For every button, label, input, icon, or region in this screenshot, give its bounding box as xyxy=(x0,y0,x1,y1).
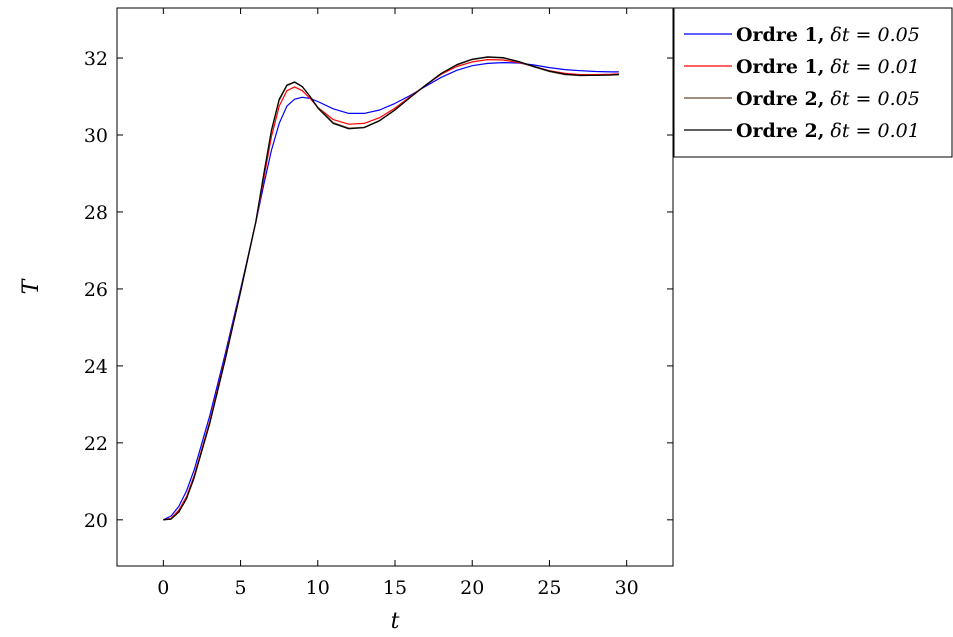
x-tick-label: 30 xyxy=(615,577,639,599)
x-axis-label: t xyxy=(391,609,400,634)
x-tick-label: 20 xyxy=(460,577,484,599)
legend-entry-label: Ordre 2, xyxy=(736,120,824,142)
y-tick-label: 26 xyxy=(84,279,108,301)
x-tick-label: 0 xyxy=(157,577,169,599)
series-line-2 xyxy=(163,58,619,521)
y-tick-label: 20 xyxy=(84,510,108,532)
legend-entry-timestep: δt = 0.01 xyxy=(830,120,919,142)
legend-frame xyxy=(673,7,953,158)
series-line-1 xyxy=(163,61,619,521)
plot-frame xyxy=(116,7,674,567)
legend-entry-timestep: δt = 0.01 xyxy=(830,56,919,78)
x-tick-label: 15 xyxy=(383,577,407,599)
legend-entry-label: Ordre 2, xyxy=(736,88,824,110)
y-tick-label: 22 xyxy=(84,433,108,455)
x-tick-label: 5 xyxy=(235,577,247,599)
legend-entry-1: Ordre 1, δt = 0.05 xyxy=(736,24,920,46)
series-line-3 xyxy=(163,56,619,521)
series-lines xyxy=(163,56,619,521)
y-axis-label: T xyxy=(19,277,44,294)
legend-entry-timestep: δt = 0.05 xyxy=(830,88,919,110)
legend-entry-3: Ordre 2, δt = 0.05 xyxy=(736,88,920,110)
x-tick-label: 10 xyxy=(306,577,330,599)
axis-ticks: 0 5 10 15 20 25 30 20 22 24 26 28 30 32 xyxy=(84,8,673,599)
legend-entry-2: Ordre 1, δt = 0.01 xyxy=(736,56,920,78)
legend-entry-label: Ordre 1, xyxy=(736,56,824,78)
legend-entry-label: Ordre 1, xyxy=(736,24,824,46)
y-tick-label: 32 xyxy=(84,48,108,70)
y-tick-label: 24 xyxy=(84,356,108,378)
legend-entry-timestep: δt = 0.05 xyxy=(830,24,919,46)
y-tick-label: 30 xyxy=(84,125,108,147)
y-tick-label: 28 xyxy=(84,202,108,224)
series-line-4 xyxy=(163,56,619,521)
legend-entry-4: Ordre 2, δt = 0.01 xyxy=(736,120,920,142)
x-tick-label: 25 xyxy=(537,577,561,599)
